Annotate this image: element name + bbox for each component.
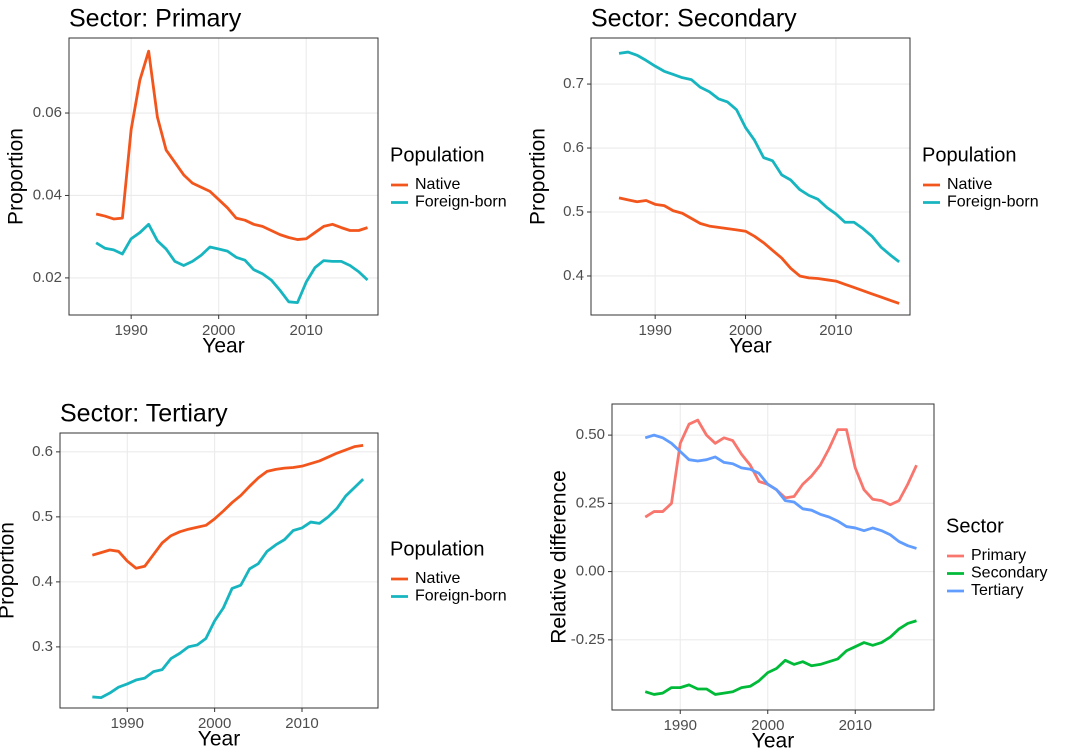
series-line <box>91 443 364 570</box>
x-tick-label: 2000 <box>202 322 235 339</box>
y-tick-label: 0.4 <box>563 267 584 284</box>
x-tick-label: 1990 <box>114 322 147 339</box>
legend-title: Sector <box>946 515 1004 537</box>
x-tick-label: 2000 <box>729 322 762 339</box>
legend-label: Tertiary <box>971 582 1023 599</box>
chart-title: Sector: Tertiary <box>60 400 228 428</box>
series-line <box>95 222 369 305</box>
x-tick-label: 2000 <box>198 715 231 732</box>
x-axis-label: Year <box>198 728 240 751</box>
x-axis-label: Year <box>729 335 771 358</box>
x-tick-label: 2010 <box>839 717 872 734</box>
chart-title: Sector: Primary <box>69 5 242 33</box>
y-tick-label: 0.00 <box>576 563 605 580</box>
y-tick-label: 0.06 <box>33 104 62 121</box>
y-axis-label: Proportion <box>5 128 28 225</box>
x-tick-label: 2010 <box>819 322 852 339</box>
plot-border <box>611 403 935 711</box>
x-tick-label: 2010 <box>285 715 318 732</box>
x-tick-label: 1990 <box>638 322 671 339</box>
legend-title: Population <box>390 144 485 166</box>
legend-label: Native <box>947 176 992 193</box>
legend-label: Native <box>415 570 460 587</box>
x-tick-label: 2010 <box>290 322 323 339</box>
legend-label: Secondary <box>971 565 1048 582</box>
y-tick-label: 0.5 <box>32 508 53 525</box>
x-tick-label: 1990 <box>111 715 144 732</box>
plot-background <box>612 404 934 710</box>
y-tick-label: 0.02 <box>33 269 62 286</box>
y-tick-label: 0.50 <box>576 426 605 443</box>
x-axis-label: Year <box>752 730 794 751</box>
y-axis-label: Proportion <box>0 522 19 619</box>
plot-border <box>590 37 911 316</box>
series-line <box>95 49 368 241</box>
legend-label: Native <box>415 176 460 193</box>
series-line <box>618 196 900 305</box>
plot-background <box>69 38 378 315</box>
y-tick-label: 0.25 <box>576 494 605 511</box>
y-tick-label: 0.5 <box>563 203 584 220</box>
y-axis-label: Proportion <box>527 128 550 225</box>
legend-label: Foreign-born <box>415 588 507 605</box>
plot-background <box>591 38 910 315</box>
plot-border <box>59 432 379 709</box>
legend-label: Foreign-born <box>947 194 1039 211</box>
series-line <box>644 619 917 696</box>
y-tick-label: 0.04 <box>33 186 62 203</box>
legend-title: Population <box>922 144 1017 166</box>
series-line <box>644 433 917 550</box>
legend-label: Primary <box>971 547 1026 564</box>
plot-background <box>60 433 378 708</box>
legend-label: Foreign-born <box>415 194 507 211</box>
y-tick-label: 0.6 <box>563 139 584 156</box>
plot-border <box>68 37 379 316</box>
y-tick-label: -0.25 <box>571 631 605 648</box>
x-tick-label: 1990 <box>664 717 697 734</box>
chart-title: Sector: Secondary <box>591 5 797 33</box>
y-tick-label: 0.4 <box>32 573 53 590</box>
y-tick-label: 0.3 <box>32 638 53 655</box>
x-tick-label: 2000 <box>751 717 784 734</box>
x-axis-label: Year <box>202 335 244 358</box>
y-axis-label: Relative difference <box>548 470 571 644</box>
series-line <box>92 478 365 699</box>
series-line <box>618 50 901 264</box>
y-tick-label: 0.7 <box>563 75 584 92</box>
y-tick-label: 0.6 <box>32 443 53 460</box>
legend-title: Population <box>390 538 485 560</box>
